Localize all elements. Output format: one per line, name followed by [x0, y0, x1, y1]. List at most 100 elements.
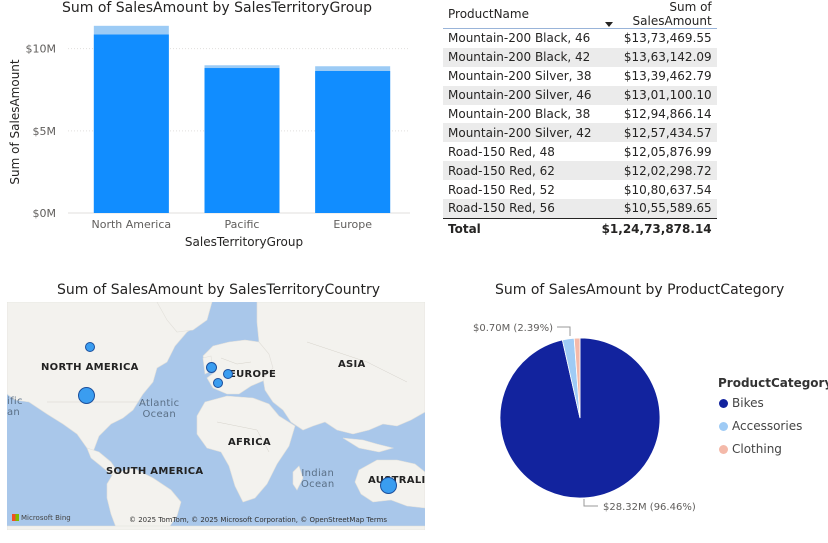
- table-total-row: Total $1,24,73,878.14: [443, 217, 717, 239]
- land-madagascar: [292, 465, 304, 491]
- cell-salesamount: $13,73,469.55: [623, 31, 712, 46]
- cell-salesamount: $13,01,100.10: [623, 88, 712, 103]
- bing-logo-icon: [12, 514, 19, 521]
- legend-marker: [719, 422, 728, 431]
- pie-chart-visual[interactable]: $0.70M (2.39%) $28.32M (96.46%) ProductCa…: [440, 300, 828, 540]
- table-row[interactable]: Mountain-200 Silver, 46 $13,01,100.10: [443, 85, 717, 105]
- table-row[interactable]: Road-150 Red, 62 $12,02,298.72: [443, 161, 717, 181]
- land-asia: [256, 302, 425, 435]
- land-north-america: [7, 302, 208, 453]
- sort-descending-icon: [604, 22, 613, 27]
- map-title: Sum of SalesAmount by SalesTerritoryCoun…: [57, 282, 381, 298]
- cell-productname: Road-150 Red, 48: [448, 144, 555, 159]
- legend-item-clothing[interactable]: Clothing: [719, 442, 782, 456]
- legend-item-bikes[interactable]: Bikes: [719, 396, 764, 410]
- map-label-north-america: NORTH AMERICA: [41, 362, 139, 373]
- map-label-asia: ASIA: [338, 359, 366, 370]
- cell-productname: Mountain-200 Black, 46: [448, 31, 591, 46]
- legend-label: Accessories: [732, 419, 803, 433]
- map-label-pacific-fragment: ific an: [7, 396, 23, 418]
- map-label-south-america: SOUTH AMERICA: [106, 466, 204, 477]
- cell-salesamount: $10,80,637.54: [623, 182, 712, 197]
- y-tick-label: $5M: [33, 125, 57, 138]
- bing-logo-text: Microsoft Bing: [21, 514, 71, 522]
- legend-item-accessories[interactable]: Accessories: [719, 419, 802, 433]
- cell-productname: Road-150 Red, 52: [448, 182, 555, 197]
- land-greenland: [156, 302, 213, 333]
- table-row[interactable]: Road-150 Red, 56 $10,55,589.65: [443, 199, 717, 219]
- total-value: $1,24,73,878.14: [596, 217, 717, 239]
- cell-productname: Road-150 Red, 56: [448, 201, 555, 216]
- map-bubble-france[interactable]: [213, 378, 223, 388]
- cell-salesamount: $13,39,462.79: [623, 69, 712, 84]
- cell-salesamount: $12,02,298.72: [623, 163, 712, 178]
- column-header-salesamount-label: Sum of SalesAmount: [632, 0, 712, 28]
- x-tick-label: Pacific: [225, 218, 260, 231]
- bing-logo: Microsoft Bing: [12, 514, 71, 522]
- table-row[interactable]: Mountain-200 Black, 46 $13,73,469.55: [443, 29, 717, 48]
- table-header-row: ProductName Sum of SalesAmount: [443, 0, 717, 29]
- bar-highlight-1[interactable]: [204, 68, 280, 213]
- table-row[interactable]: Mountain-200 Silver, 38 $13,39,462.79: [443, 67, 717, 86]
- pie-data-label-bikes: $28.32M (96.46%): [603, 502, 696, 513]
- y-axis-label: Sum of SalesAmount: [8, 59, 22, 184]
- map-visual[interactable]: NORTH AMERICA EUROPE ASIA AFRICA SOUTH A…: [7, 302, 425, 530]
- map-bubble-united-states[interactable]: [78, 387, 95, 404]
- cell-productname: Mountain-200 Black, 38: [448, 107, 591, 121]
- legend-marker: [719, 399, 728, 408]
- bar-chart-title: Sum of SalesAmount by SalesTerritoryGrou…: [62, 0, 373, 16]
- column-header-productname[interactable]: ProductName: [448, 7, 529, 21]
- total-label: Total: [443, 217, 597, 239]
- pie-data-label-accessories: $0.70M (2.39%): [473, 323, 553, 334]
- pie-chart-title: Sum of SalesAmount by ProductCategory: [495, 282, 785, 298]
- pie-slice-clothing[interactable]: [573, 337, 581, 419]
- map-land-svg: [7, 302, 425, 530]
- land-africa: [196, 395, 296, 503]
- cell-salesamount: $13,63,142.09: [623, 50, 712, 65]
- bar-chart-visual[interactable]: Sum of SalesAmount by SalesTerritoryGrou…: [0, 0, 415, 255]
- cell-productname: Road-150 Red, 62: [448, 163, 555, 178]
- legend-label: Bikes: [732, 396, 764, 410]
- bar-chart-svg: $0M $5M $10M North America Pacific Europe Sale…: [8, 25, 410, 249]
- x-axis-label: SalesTerritoryGroup: [185, 235, 303, 249]
- column-header-salesamount[interactable]: Sum of SalesAmount: [597, 0, 717, 29]
- table-row[interactable]: Mountain-200 Silver, 42 $12,57,434.57: [443, 123, 717, 143]
- pie-chart-svg: $0.70M (2.39%) $28.32M (96.46%): [473, 323, 696, 513]
- map-bubble-united-kingdom[interactable]: [206, 362, 217, 373]
- map-label-atlantic: Atlantic Ocean: [139, 398, 180, 420]
- table-row[interactable]: Mountain-200 Black, 42 $13,63,142.09: [443, 47, 717, 67]
- cell-productname: Mountain-200 Silver, 42: [448, 125, 592, 140]
- table-row[interactable]: Road-150 Red, 48 $12,05,876.99: [443, 142, 717, 161]
- map-attribution[interactable]: © 2025 TomTom, © 2025 Microsoft Corporat…: [129, 516, 388, 524]
- map-bubble-germany[interactable]: [223, 369, 233, 379]
- y-tick-label: $0M: [33, 207, 57, 220]
- pie-leader-line-bikes: [583, 499, 598, 507]
- pie-leader-line-accessories: [557, 326, 571, 336]
- legend-marker: [719, 445, 728, 454]
- map-label-indian: Indian Ocean: [301, 468, 335, 490]
- product-table: ProductName Sum of SalesAmount Mountain-…: [443, 0, 717, 239]
- cell-salesamount: $12,05,876.99: [623, 144, 712, 159]
- land-indonesia: [342, 437, 395, 453]
- bar-highlight-0[interactable]: [93, 34, 169, 213]
- map-bubble-australia[interactable]: [380, 477, 397, 494]
- cell-productname: Mountain-200 Silver, 38: [448, 69, 592, 84]
- map-label-australia: AUSTRALIA: [368, 475, 425, 486]
- map-bubble-canada[interactable]: [85, 342, 95, 352]
- land-antarctica-edge: [7, 525, 425, 530]
- product-table-visual[interactable]: ProductName Sum of SalesAmount Mountain-…: [443, 0, 717, 245]
- cell-salesamount: $10,55,589.65: [623, 201, 712, 216]
- y-tick-label: $10M: [26, 43, 57, 56]
- table-row[interactable]: Mountain-200 Black, 38 $12,94,866.14: [443, 105, 717, 124]
- table-row[interactable]: Road-150 Red, 52 $10,80,637.54: [443, 180, 717, 199]
- legend-label: Clothing: [732, 442, 782, 456]
- land-south-america: [106, 467, 182, 530]
- cell-salesamount: $12,94,866.14: [623, 107, 712, 121]
- cell-productname: Mountain-200 Silver, 46: [448, 88, 592, 103]
- bar-highlight-2[interactable]: [315, 71, 391, 213]
- legend-title: ProductCategory: [718, 376, 828, 390]
- map-label-europe: EUROPE: [229, 369, 277, 380]
- cell-productname: Mountain-200 Black, 42: [448, 50, 591, 65]
- cell-salesamount: $12,57,434.57: [623, 125, 712, 140]
- map-label-africa: AFRICA: [228, 437, 271, 448]
